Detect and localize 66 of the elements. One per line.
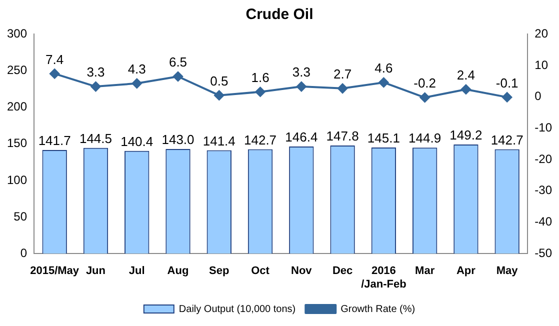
data-label: 144.9 [408,130,442,146]
x-tick-label: Sep [209,265,230,278]
y2-tick-label: -10 [534,120,552,135]
y-tick-label: 200 [6,100,28,114]
data-label: 3.3 [292,64,310,80]
x-tick-label: Nov [291,265,313,278]
legend-label: Daily Output (10,000 tons) [178,304,296,315]
x-tick-label: 2016 /Jan-Feb [361,265,407,290]
data-label: 0.5 [210,73,228,88]
x-tick-label: Mar [415,265,436,278]
y-tick-label: 0 [20,246,28,260]
data-label: 2.4 [456,67,475,82]
data-label: 4.6 [374,60,393,76]
point [502,92,512,102]
data-label: 143.0 [162,132,194,148]
y2-tick-label: 10 [534,58,548,72]
data-label: 145.1 [367,130,400,146]
data-label: 141.7 [38,133,71,148]
y-tick-label: 50 [14,209,28,224]
point [378,77,389,88]
data-label: 144.5 [79,131,112,146]
point [296,82,306,92]
y2-tick-label: -30 [534,183,552,198]
point [420,92,430,103]
chart-title: Crude Oil [244,6,314,23]
data-label: 7.4 [46,52,64,67]
data-label: 142.7 [490,132,524,148]
x-tick-label: Dec [332,265,353,278]
legend-label: Growth Rate (%) [340,304,416,315]
data-label: 149.2 [450,128,482,143]
data-label: 142.7 [244,132,277,148]
x-tick-label: Aug [167,265,189,278]
point [338,83,348,94]
data-label: 146.4 [285,130,318,145]
data-label: 3.3 [86,64,105,80]
y2-tick-label: -40 [534,214,552,229]
y2-tick-label: 20 [534,26,548,41]
data-label: -0.1 [496,75,518,90]
data-label: 140.4 [120,134,154,149]
x-tick-label: Oct [251,265,270,278]
data-label: 6.5 [168,54,188,70]
point [90,82,101,92]
data-label: 147.8 [326,128,359,144]
x-tick-label: Apr [456,265,476,278]
y-tick-label: 250 [6,63,28,78]
data-label: 4.3 [128,61,146,76]
y2-tick-label: 0 [534,89,542,104]
data-label: 2.7 [334,66,352,82]
y-tick-label: 150 [6,136,28,150]
y-tick-label: 100 [6,172,28,187]
data-label: 1.6 [251,70,270,85]
x-tick-label: Jul [128,265,145,278]
y2-tick-label: -20 [534,152,552,166]
y2-tick-label: -50 [534,246,552,260]
point [50,68,60,79]
x-tick-label: May [496,265,519,278]
point [460,84,471,94]
data-label: -0.2 [414,76,436,91]
point [214,90,224,100]
data-label: 141.4 [202,133,236,148]
point [132,78,142,88]
point [255,86,266,97]
x-tick-label: Jun [86,265,106,278]
y-tick-label: 300 [6,26,28,41]
point [173,72,183,82]
x-tick-label: 2015/May [30,265,80,278]
